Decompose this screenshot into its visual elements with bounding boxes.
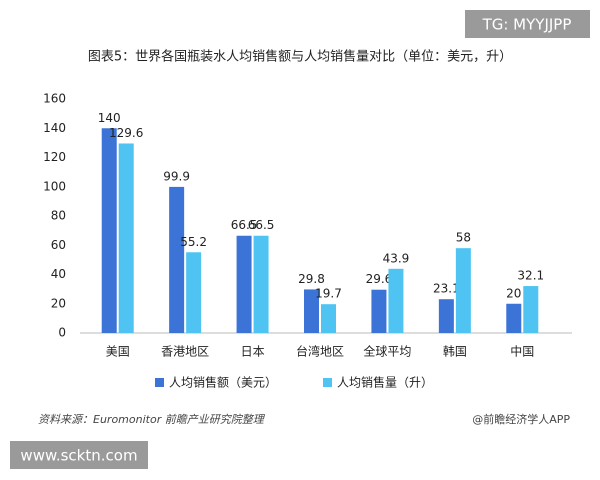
bar [101,128,117,333]
bar [186,252,202,333]
value-label: 99.9 [163,169,190,183]
value-label: 29.8 [298,272,325,286]
bar [371,289,387,333]
legend-label: 人均销售额（美元） [169,375,277,390]
x-tick-label: 美国 [106,345,130,359]
bar [388,268,404,333]
x-tick-label: 日本 [241,345,265,359]
bar [455,248,471,333]
y-tick-label: 40 [51,267,66,281]
watermark-box [465,10,590,38]
y-tick-label: 80 [51,209,66,223]
watermark-box [10,441,148,469]
legend-swatch [155,378,164,387]
watermark: www.scktn.com [20,447,137,465]
value-label: 43.9 [383,251,410,265]
y-tick-label: 20 [51,296,66,310]
value-label: 66.5 [231,218,258,232]
y-tick-label: 140 [43,121,66,135]
bar [523,286,539,333]
x-tick-label: 韩国 [443,344,467,359]
bar [236,235,252,333]
chart-title: 图表5：世界各国瓶装水人均销售额与人均销售量对比（单位：美元，升） [88,49,512,65]
y-tick-label: 100 [43,179,66,193]
value-label: 58 [456,231,471,245]
bar [506,303,522,333]
value-label: 20 [506,286,521,300]
value-label: 66.5 [248,218,275,232]
bar [438,299,454,333]
x-tick-label: 香港地区 [161,345,209,359]
x-tick-label: 全球平均 [363,344,411,359]
y-tick-label: 60 [51,238,66,252]
value-label: 140 [98,111,121,125]
legend-swatch [323,378,332,387]
bar [118,143,134,333]
y-tick-label: 0 [58,326,66,340]
credit: @前瞻经济学人APP [472,412,570,426]
y-tick-label: 160 [43,92,66,106]
value-label: 23.1 [433,282,460,296]
watermark: TG: MYYJJPP [482,16,572,34]
value-label: 129.6 [109,126,143,140]
bar [304,289,319,333]
x-tick-label: 台湾地区 [296,344,344,359]
bar [169,186,185,333]
legend-label: 人均销售量（升） [337,375,433,390]
value-label: 29.6 [366,272,393,286]
bar [321,304,336,333]
bar [253,235,269,333]
source: 资料来源：Euromonitor 前瞻产业研究院整理 [38,413,266,426]
value-label: 19.7 [315,287,342,301]
x-tick-label: 中国 [510,344,534,359]
value-label: 32.1 [517,269,544,283]
y-tick-label: 120 [43,150,66,164]
value-label: 55.2 [180,235,207,249]
